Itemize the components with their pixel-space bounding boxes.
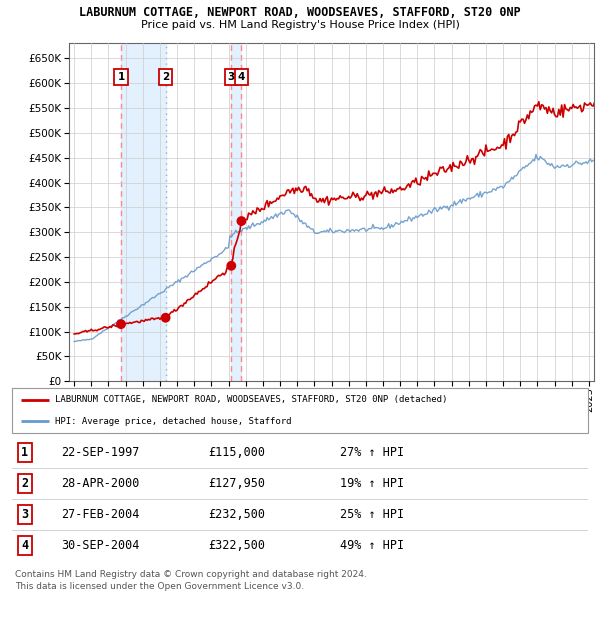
Point (227, 261, 236, 271)
Text: 2: 2 (162, 72, 169, 82)
Text: 49% ↑ HPI: 49% ↑ HPI (340, 539, 404, 552)
Bar (580, 43, 594, 381)
Point (161, 312, 170, 322)
Text: 4: 4 (238, 72, 245, 82)
Text: 1: 1 (21, 446, 28, 459)
Text: HPI: Average price, detached house, Stafford: HPI: Average price, detached house, Staf… (55, 417, 292, 426)
Bar (232, 43, 241, 381)
Text: 28-APR-2000: 28-APR-2000 (61, 477, 139, 490)
Text: £115,000: £115,000 (208, 446, 265, 459)
Text: Contains HM Land Registry data © Crown copyright and database right 2024.: Contains HM Land Registry data © Crown c… (15, 570, 367, 580)
Text: 3: 3 (21, 508, 28, 521)
Text: 4: 4 (21, 539, 28, 552)
Text: 25% ↑ HPI: 25% ↑ HPI (340, 508, 404, 521)
Text: 3: 3 (227, 72, 235, 82)
Text: LABURNUM COTTAGE, NEWPORT ROAD, WOODSEAVES, STAFFORD, ST20 0NP: LABURNUM COTTAGE, NEWPORT ROAD, WOODSEAV… (79, 6, 521, 19)
Point (236, 216, 246, 226)
Text: This data is licensed under the Open Government Licence v3.0.: This data is licensed under the Open Gov… (15, 582, 304, 591)
Text: £322,500: £322,500 (208, 539, 265, 552)
Text: 22-SEP-1997: 22-SEP-1997 (61, 446, 139, 459)
FancyBboxPatch shape (12, 388, 588, 433)
Text: 1: 1 (118, 72, 125, 82)
Text: 19% ↑ HPI: 19% ↑ HPI (340, 477, 404, 490)
Text: 2: 2 (21, 477, 28, 490)
Text: LABURNUM COTTAGE, NEWPORT ROAD, WOODSEAVES, STAFFORD, ST20 0NP (detached): LABURNUM COTTAGE, NEWPORT ROAD, WOODSEAV… (55, 395, 448, 404)
Text: £232,500: £232,500 (208, 508, 265, 521)
Text: £127,950: £127,950 (208, 477, 265, 490)
Text: 30-SEP-2004: 30-SEP-2004 (61, 539, 139, 552)
Text: 27% ↑ HPI: 27% ↑ HPI (340, 446, 404, 459)
Point (116, 319, 126, 329)
Text: 27-FEB-2004: 27-FEB-2004 (61, 508, 139, 521)
Bar (121, 43, 166, 381)
Text: Price paid vs. HM Land Registry's House Price Index (HPI): Price paid vs. HM Land Registry's House … (140, 20, 460, 30)
